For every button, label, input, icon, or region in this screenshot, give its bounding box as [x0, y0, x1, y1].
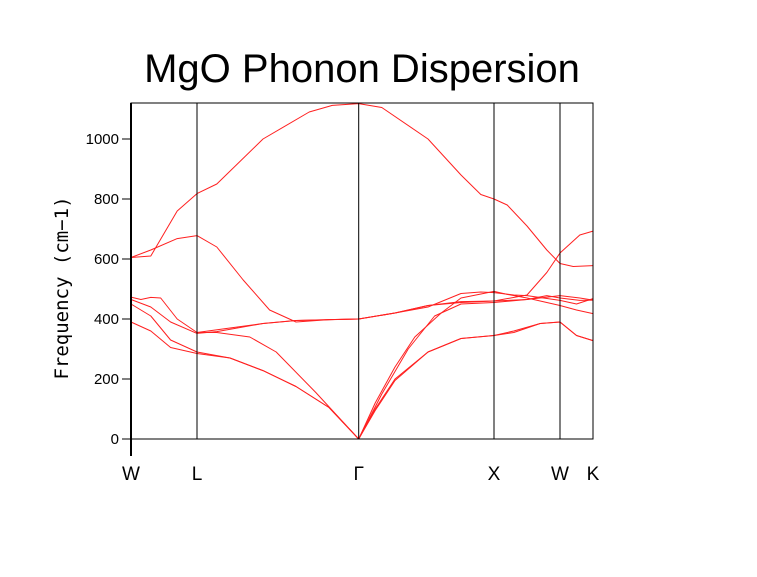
series-line-7	[197, 321, 594, 440]
series-line-4	[130, 291, 594, 334]
kpoint-label: W	[122, 464, 140, 485]
series-line-1	[130, 103, 594, 267]
y-tick-label: 600	[94, 251, 119, 268]
y-tick-label: 0	[111, 431, 119, 448]
kpoint-label: Γ	[353, 464, 363, 485]
kpoint-label: K	[587, 464, 600, 485]
y-ticks: 0 200 400 600 800 1000	[86, 131, 131, 448]
y-tick-label: 200	[94, 371, 119, 388]
series-line-3	[130, 295, 594, 333]
series-line-5	[130, 290, 594, 440]
chart-title: MgO Phonon Dispersion	[144, 47, 580, 91]
series-line-2	[130, 230, 594, 323]
dispersion-lines	[130, 103, 594, 440]
y-tick-label: 1000	[86, 131, 119, 148]
series-line-6	[130, 321, 594, 440]
plot-frame	[130, 102, 594, 440]
y-tick-label: 800	[94, 191, 119, 208]
kpoint-label: W	[551, 464, 569, 485]
y-tick-label: 400	[94, 311, 119, 328]
series-line-8	[358, 295, 594, 440]
kpoint-label: L	[192, 464, 203, 485]
kpoint-label: X	[488, 464, 501, 485]
y-axis-label: Frequency (cm−1)	[51, 196, 73, 379]
